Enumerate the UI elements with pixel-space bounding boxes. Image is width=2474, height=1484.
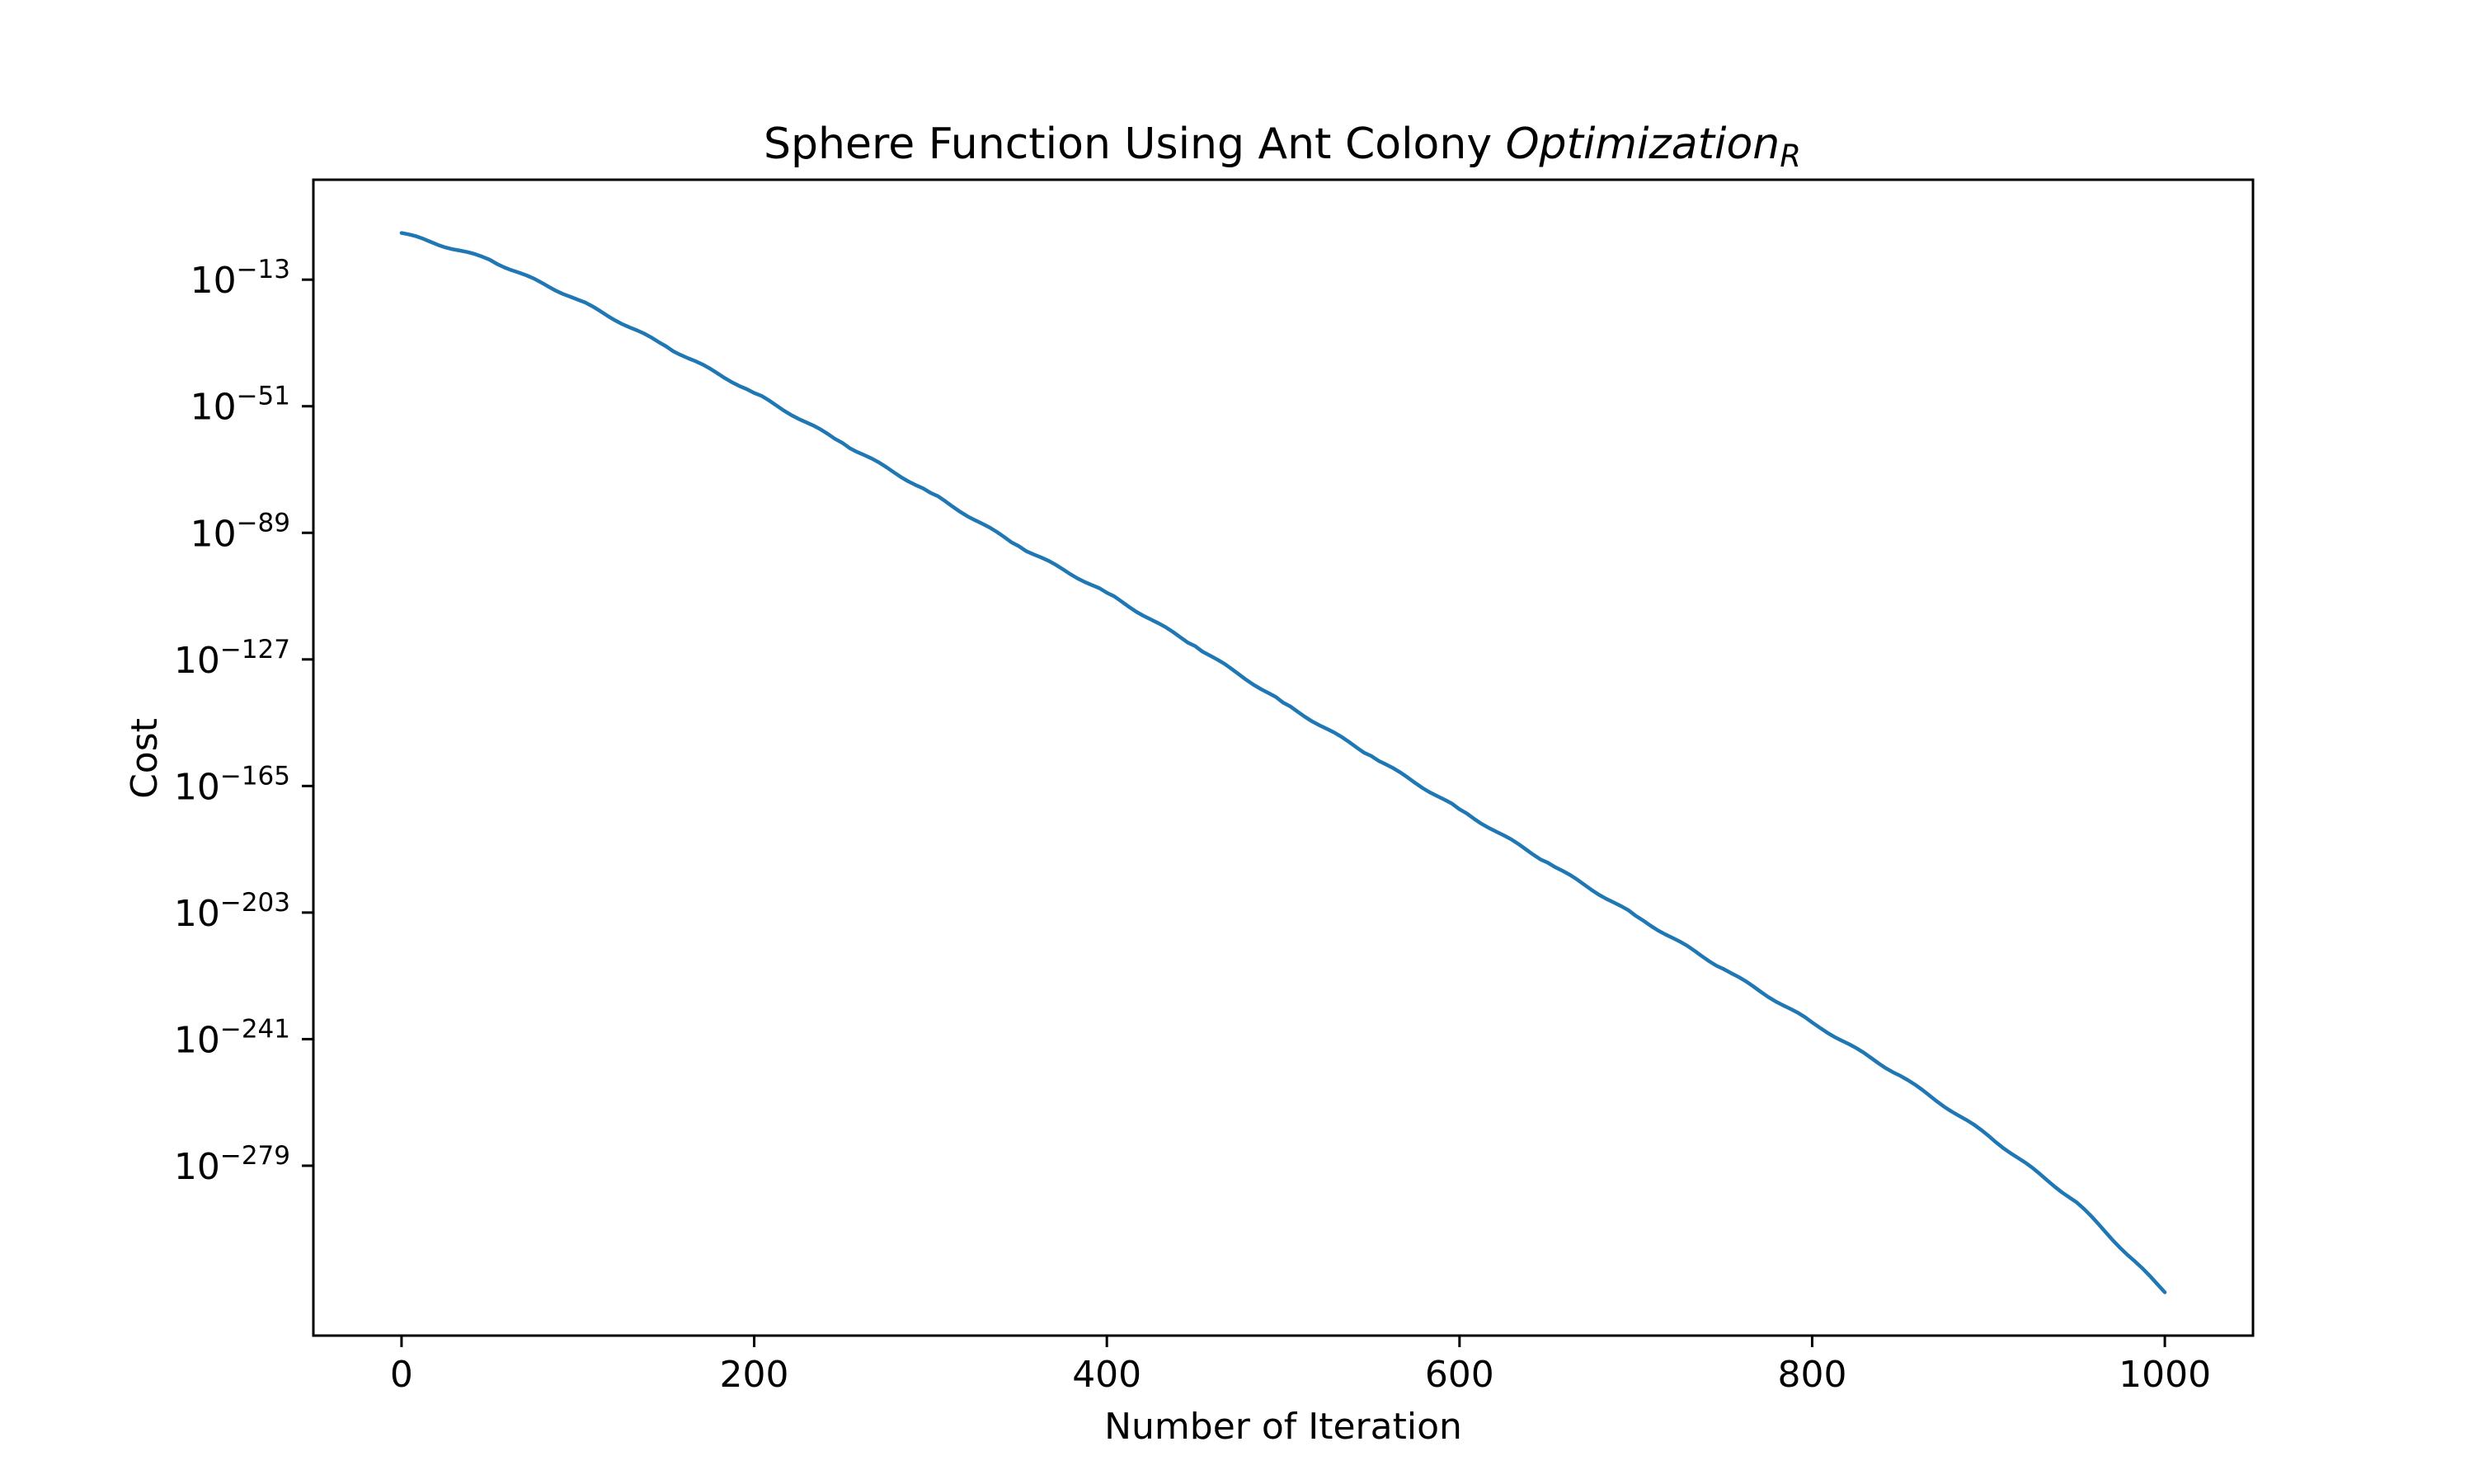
y-axis-label: Cost: [124, 718, 166, 799]
x-tick-label: 0: [390, 1354, 413, 1396]
series-line: [399, 231, 2167, 1294]
x-tick-label: 200: [720, 1354, 789, 1396]
x-tick-label: 1000: [2119, 1354, 2211, 1396]
chart-title-subscript: R: [1780, 139, 1801, 174]
y-tick-exponent: −89: [237, 508, 290, 538]
y-tick-base: 10: [174, 1019, 220, 1061]
y-tick-label: 10−89: [190, 508, 290, 555]
y-tick-exponent: −203: [220, 888, 290, 918]
y-tick-label: 10−279: [174, 1141, 290, 1188]
x-tick-label: 800: [1777, 1354, 1846, 1396]
y-tick-base: 10: [190, 513, 237, 555]
chart-title-main: Sphere Function Using Ant Colony: [764, 120, 1506, 169]
y-tick-label: 10−165: [174, 761, 290, 808]
y-tick-exponent: −51: [237, 382, 290, 411]
y-tick-label: 10−241: [174, 1014, 290, 1061]
y-tick-label: 10−13: [190, 255, 290, 302]
y-tick-base: 10: [174, 640, 220, 682]
y-tick-base: 10: [174, 766, 220, 808]
y-tick-exponent: −13: [237, 255, 290, 284]
chart-title: Sphere Function Using Ant Colony Optimiz…: [764, 120, 1801, 174]
chart-title-italic: Optimization: [1506, 120, 1780, 169]
y-tick-base: 10: [174, 893, 220, 935]
plot-frame: [312, 178, 2255, 1337]
x-tick-label: 400: [1072, 1354, 1141, 1396]
y-tick-exponent: −241: [220, 1014, 290, 1044]
x-axis-label: Number of Iteration: [1104, 1406, 1462, 1448]
y-tick-base: 10: [174, 1146, 220, 1188]
y-tick-base: 10: [190, 387, 237, 429]
y-tick-label: 10−127: [174, 635, 290, 682]
ticks-layer: 0 200 400 600 800 100010−1310−5110−8910−12710…: [174, 255, 2211, 1396]
y-tick-exponent: −127: [220, 635, 290, 665]
y-tick-exponent: −279: [220, 1141, 290, 1171]
y-tick-label: 10−203: [174, 888, 290, 935]
y-tick-label: 10−51: [190, 382, 290, 429]
y-tick-base: 10: [190, 260, 237, 302]
x-tick-label: 600: [1425, 1354, 1494, 1396]
y-tick-exponent: −165: [220, 761, 290, 791]
